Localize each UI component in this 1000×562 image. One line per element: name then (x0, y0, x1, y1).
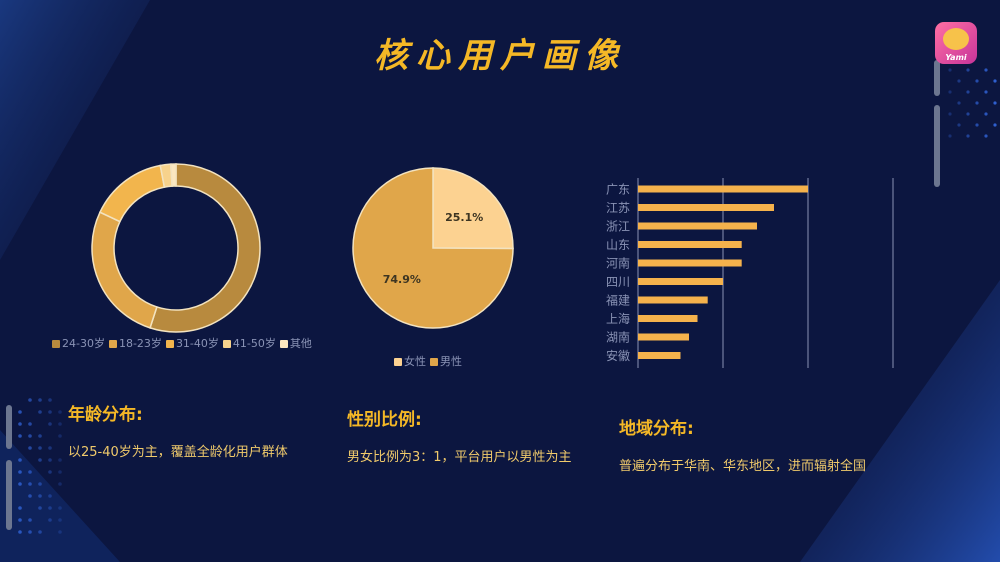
age-legend-item[interactable]: 其他 (279, 335, 312, 351)
legend-swatch (222, 340, 231, 348)
age-legend: 24-30岁 18-23岁 31-40岁 41-50岁 其他 (52, 335, 316, 351)
logo-text: Yami (945, 53, 967, 62)
bar-category-label: 四川 (606, 275, 630, 289)
bar[interactable] (638, 352, 681, 359)
gender-legend-item[interactable]: 女性 (394, 353, 426, 369)
bar[interactable] (638, 259, 742, 267)
pie-data-label: 25.1% (445, 211, 483, 224)
age-section-desc: 以25-40岁为主，覆盖全龄化用户群体 (68, 445, 288, 460)
bar[interactable] (638, 333, 689, 341)
donut-slice[interactable] (149, 163, 261, 333)
age-donut-chart (91, 163, 261, 333)
age-legend-item[interactable]: 31-40岁 (165, 335, 219, 351)
bar-category-label: 河南 (606, 256, 630, 271)
gender-section: 性别比例: 男女比例为3：1，平台用户以男性为主 (347, 405, 572, 465)
legend-swatch (430, 358, 438, 366)
bar-category-label: 江苏 (606, 201, 630, 215)
region-section-desc: 普遍分布于华南、华东地区，进而辐射全国 (619, 459, 867, 474)
pie-slice[interactable] (352, 167, 514, 329)
pie-slice[interactable] (432, 167, 514, 250)
age-legend-item[interactable]: 18-23岁 (108, 335, 162, 351)
bar-category-label: 湖南 (606, 330, 630, 345)
donut-slice[interactable] (169, 163, 177, 187)
gender-section-desc: 男女比例为3：1，平台用户以男性为主 (347, 450, 572, 465)
bar[interactable] (638, 204, 774, 211)
region-section: 地域分布: 普遍分布于华南、华东地区，进而辐射全国 (619, 414, 866, 474)
region-section-title: 地域分布: (619, 419, 694, 439)
legend-label: 41-50岁 (232, 337, 276, 350)
legend-swatch (279, 340, 288, 348)
age-legend-item[interactable]: 41-50岁 (222, 335, 276, 351)
legend-label: 18-23岁 (118, 337, 162, 350)
bar[interactable] (638, 315, 698, 322)
legend-swatch (394, 358, 402, 366)
legend-label: 24-30岁 (62, 337, 105, 350)
donut-slice[interactable] (91, 211, 158, 329)
yami-logo-icon: Yami (935, 22, 977, 64)
donut-slice[interactable] (98, 164, 166, 223)
gender-legend: 女性 男性 (394, 353, 466, 369)
gender-section-title: 性别比例: (347, 410, 422, 430)
bar[interactable] (638, 185, 808, 193)
legend-label: 男性 (440, 355, 462, 368)
legend-label: 女性 (404, 355, 426, 368)
legend-swatch (52, 340, 60, 348)
pie-data-label: 74.9% (383, 273, 421, 286)
bar[interactable] (638, 278, 723, 285)
bar-category-label: 上海 (606, 311, 630, 326)
legend-label: 31-40岁 (175, 337, 219, 350)
bar[interactable] (638, 296, 708, 304)
age-legend-item[interactable]: 24-30岁 (52, 335, 105, 351)
bar-category-label: 广东 (606, 183, 630, 197)
gender-pie-chart: 25.1% 74.9% (352, 167, 514, 329)
page-title: 核心用户画像 (374, 36, 626, 76)
gender-legend-item[interactable]: 男性 (430, 353, 462, 369)
legend-swatch (165, 340, 174, 348)
bar-category-label: 山东 (606, 238, 630, 252)
bar-category-label: 浙江 (606, 220, 630, 234)
legend-swatch (108, 340, 117, 348)
bar[interactable] (638, 222, 757, 230)
bar-category-label: 福建 (606, 293, 630, 308)
age-section: 年龄分布: 以25-40岁为主，覆盖全龄化用户群体 (68, 400, 288, 460)
legend-label: 其他 (289, 337, 312, 350)
bar-category-label: 安徽 (606, 348, 630, 363)
age-section-title: 年龄分布: (68, 405, 143, 425)
bar[interactable] (638, 241, 742, 248)
